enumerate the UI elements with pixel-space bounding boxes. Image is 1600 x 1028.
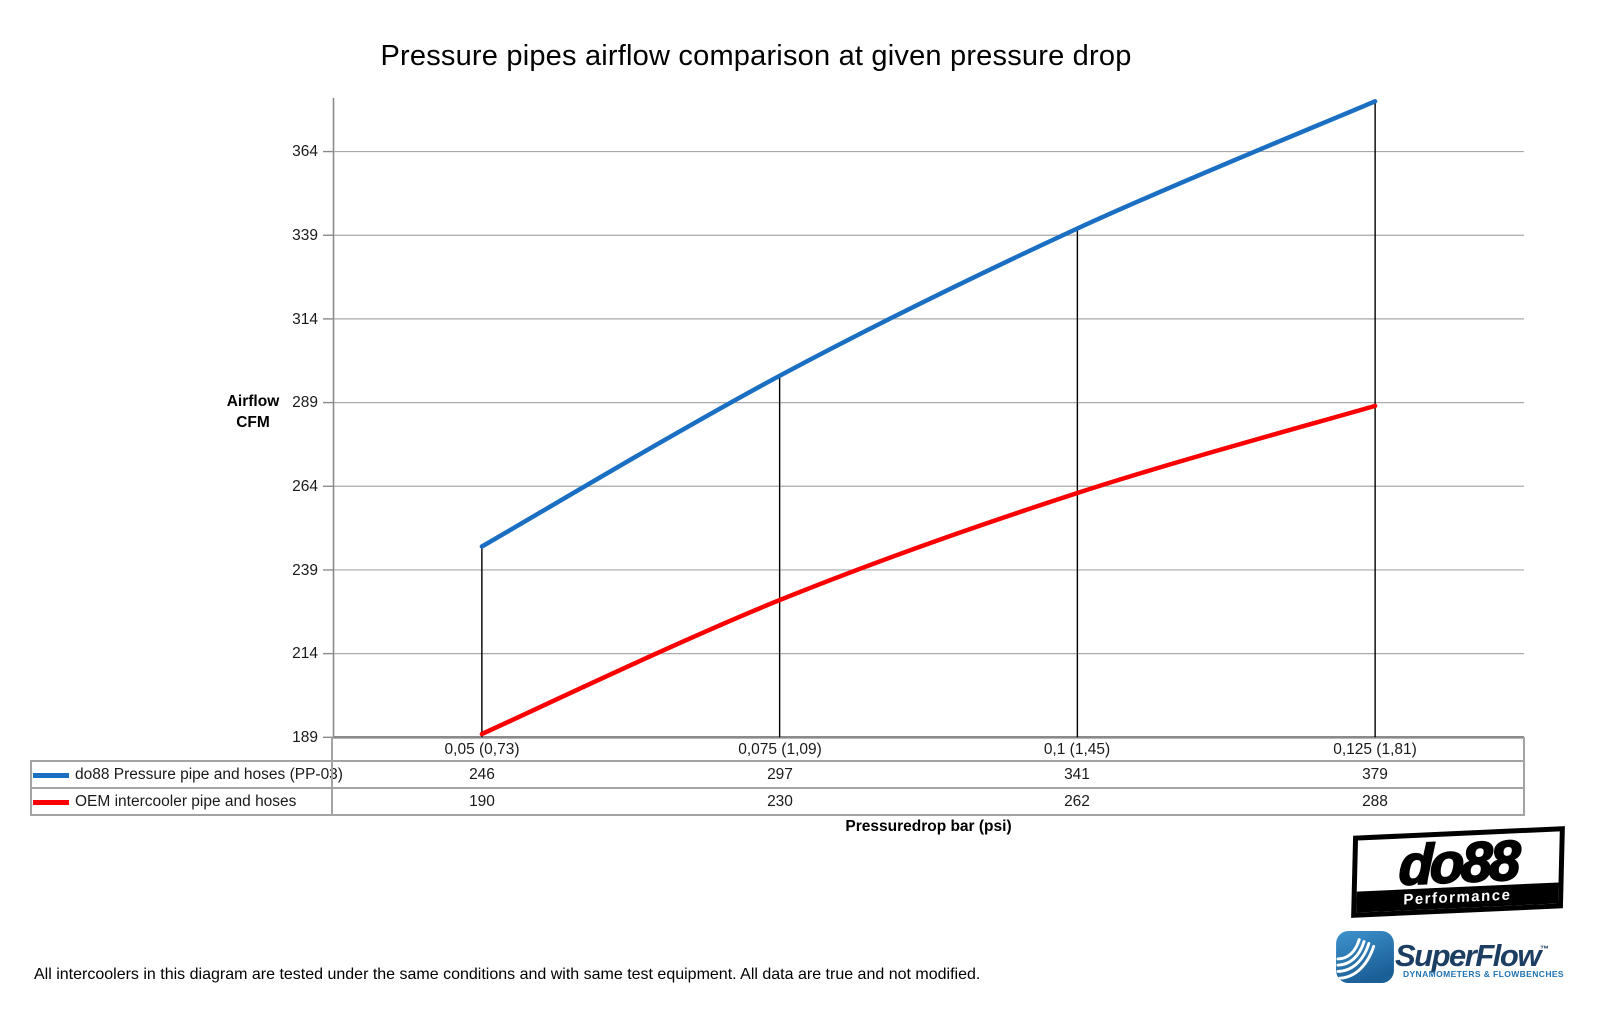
table-border — [30, 760, 1525, 762]
table-value-oem: 230 — [767, 793, 793, 810]
x-category-label: 0,125 (1,81) — [1333, 741, 1417, 758]
table-value-do88: 341 — [1064, 766, 1090, 783]
y-tick-label: 339 — [292, 227, 318, 244]
do88-series-swatch-icon — [33, 772, 69, 778]
table-value-oem: 190 — [469, 793, 495, 810]
y-axis-label-line2: CFM — [236, 414, 270, 431]
legend-row-oem: OEM intercooler pipe and hoses — [33, 789, 329, 815]
series-line-do88 — [479, 99, 1378, 549]
superflow-icon — [1336, 930, 1394, 984]
x-axis-title: Pressuredrop bar (psi) — [845, 818, 1012, 835]
table-border — [30, 787, 1525, 789]
do88-logo: do88 Performance — [1351, 826, 1565, 918]
do88-logo-subtitle: Performance — [1403, 886, 1512, 909]
table-value-do88: 246 — [469, 766, 495, 783]
table-border — [30, 760, 32, 816]
series-line-oem — [479, 403, 1378, 737]
y-tick-label: 189 — [292, 729, 318, 746]
y-tick-label: 289 — [292, 394, 318, 411]
table-value-oem: 262 — [1064, 793, 1090, 810]
x-category-label: 0,05 (0,73) — [444, 741, 520, 758]
y-tick-label: 239 — [292, 561, 318, 579]
oem-series-swatch-icon — [33, 799, 69, 805]
x-category-label: 0,1 (1,45) — [1043, 741, 1111, 758]
table-value-do88: 379 — [1362, 766, 1388, 783]
legend-label-oem: OEM intercooler pipe and hoses — [75, 793, 297, 810]
legend-row-do88: do88 Pressure pipe and hoses (PP-03) — [33, 762, 343, 788]
x-category-label: 0,075 (1,09) — [738, 741, 822, 758]
y-axis-label-line1: Airflow — [226, 393, 280, 410]
table-border — [1523, 737, 1525, 816]
superflow-logo-text: SuperFlow™ — [1395, 938, 1549, 973]
y-tick-label: 314 — [292, 310, 318, 328]
footer-note: All intercoolers in this diagram are tes… — [34, 966, 981, 983]
table-value-do88: 297 — [767, 766, 793, 783]
table-border — [30, 814, 1525, 816]
trademark-symbol: ™ — [1539, 944, 1549, 954]
table-border — [331, 737, 333, 816]
y-tick-label: 264 — [292, 478, 318, 495]
chart-title: Pressure pipes airflow comparison at giv… — [380, 40, 1132, 72]
table-value-oem: 288 — [1362, 793, 1388, 810]
y-tick-label: 364 — [292, 143, 318, 160]
legend-label-do88: do88 Pressure pipe and hoses (PP-03) — [75, 766, 343, 783]
superflow-logo-subtitle: DYNAMOMETERS & FLOWBENCHES — [1402, 969, 1564, 979]
y-tick-label: 214 — [292, 645, 318, 662]
